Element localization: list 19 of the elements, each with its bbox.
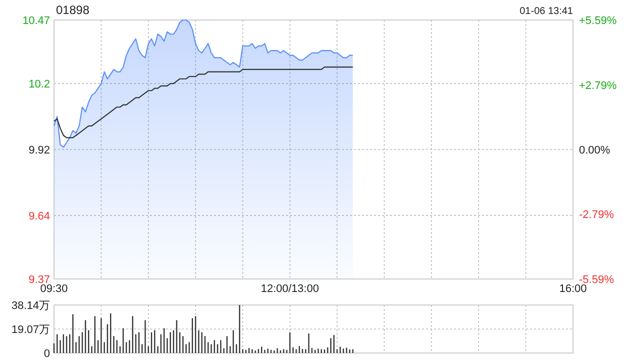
x-tick-label: 16:00 [559, 283, 587, 295]
y2-tick-label: 0.00% [579, 144, 610, 156]
y-tick-label: 9.37 [28, 274, 50, 286]
y2-tick-label: -2.79% [579, 209, 614, 222]
y-tick-label: 9.92 [28, 144, 50, 156]
x-tick-label: 09:30 [40, 283, 68, 295]
text: 01-06 13:41 [520, 6, 574, 17]
y2-tick-label: -5.59% [579, 274, 614, 286]
y2-tick-label: +2.79% [579, 80, 617, 92]
chart-title: 01898 [56, 3, 90, 17]
y-tick-label: 38.14万 [11, 300, 50, 312]
y-tick-label: 10.47 [22, 15, 50, 27]
y-tick-label: 0 [44, 348, 50, 360]
y2-tick-label: +5.59% [579, 15, 617, 27]
line-series [53, 66, 354, 138]
y-tick-label: 10.2 [28, 78, 50, 91]
y-tick-label: 19.07万 [11, 324, 50, 336]
x-tick-label: 12:00/13:00 [260, 283, 319, 295]
y-tick-label: 9.64 [28, 210, 50, 222]
